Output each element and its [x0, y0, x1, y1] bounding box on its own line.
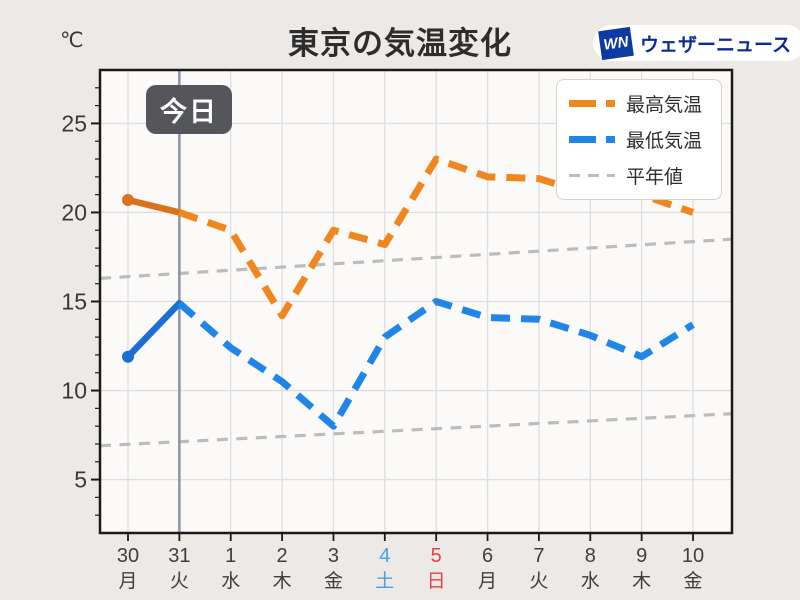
legend-label: 最高気温 — [626, 95, 703, 116]
temp-line-forecast — [177, 298, 695, 430]
x-weekday-label: 月 — [118, 571, 137, 592]
legend-item-normal: 平年値 — [569, 162, 711, 189]
normal-dash-icon — [569, 174, 615, 177]
x-weekday-label: 水 — [221, 570, 240, 592]
x-weekday-label: 水 — [581, 570, 600, 592]
legend-label: 最低気温 — [626, 131, 703, 152]
legend-item-max-temp: 最高気温 — [569, 90, 711, 117]
x-weekday-label: 木 — [632, 570, 651, 592]
x-date-label: 4 — [379, 545, 390, 567]
y-tick-label: 10 — [61, 378, 87, 404]
data-point-marker — [122, 350, 134, 363]
normal-value-line — [99, 237, 733, 280]
x-date-label: 2 — [277, 545, 288, 567]
temp-line-observed — [124, 300, 183, 360]
x-weekday-label: 火 — [529, 571, 548, 592]
legend-item-min-temp: 最低気温 — [569, 126, 711, 153]
x-weekday-label: 金 — [683, 570, 702, 592]
today-badge: 今日 — [146, 85, 232, 134]
x-date-label: 3 — [328, 545, 339, 567]
legend: 最高気温 最低気温 平年値 — [556, 79, 722, 200]
x-weekday-label: 月 — [478, 571, 497, 592]
x-date-label: 30 — [117, 545, 139, 567]
unit-label: ℃ — [60, 29, 84, 52]
x-date-label: 5 — [431, 545, 442, 567]
y-tick-label: 5 — [74, 467, 87, 493]
legend-label: 平年値 — [626, 167, 684, 188]
wn-logo-icon: WN — [598, 26, 634, 60]
normal-value-line — [99, 412, 733, 448]
temp-line-observed — [124, 196, 183, 216]
y-tick-label: 15 — [61, 289, 87, 315]
weathernews-logo: WN ウェザーニュース — [593, 25, 800, 61]
data-point-marker — [122, 193, 134, 206]
x-date-label: 6 — [482, 545, 493, 567]
x-date-label: 8 — [585, 545, 596, 567]
y-tick-label: 25 — [61, 110, 87, 136]
x-weekday-label: 木 — [273, 570, 292, 592]
x-weekday-label: 日 — [427, 571, 446, 592]
x-date-label: 31 — [168, 545, 190, 567]
x-date-label: 1 — [225, 545, 236, 567]
page-title: 東京の気温変化 — [288, 26, 512, 61]
brand-name: ウェザーニュース — [640, 34, 792, 56]
y-tick-label: 20 — [61, 199, 87, 225]
x-weekday-label: 火 — [170, 571, 189, 592]
x-weekday-label: 金 — [324, 570, 343, 592]
min-temp-dash-icon — [569, 136, 615, 143]
x-date-label: 7 — [533, 545, 544, 567]
x-date-label: 10 — [682, 545, 704, 567]
max-temp-dash-icon — [569, 100, 615, 107]
x-weekday-label: 土 — [375, 570, 394, 592]
x-date-label: 9 — [636, 545, 647, 567]
